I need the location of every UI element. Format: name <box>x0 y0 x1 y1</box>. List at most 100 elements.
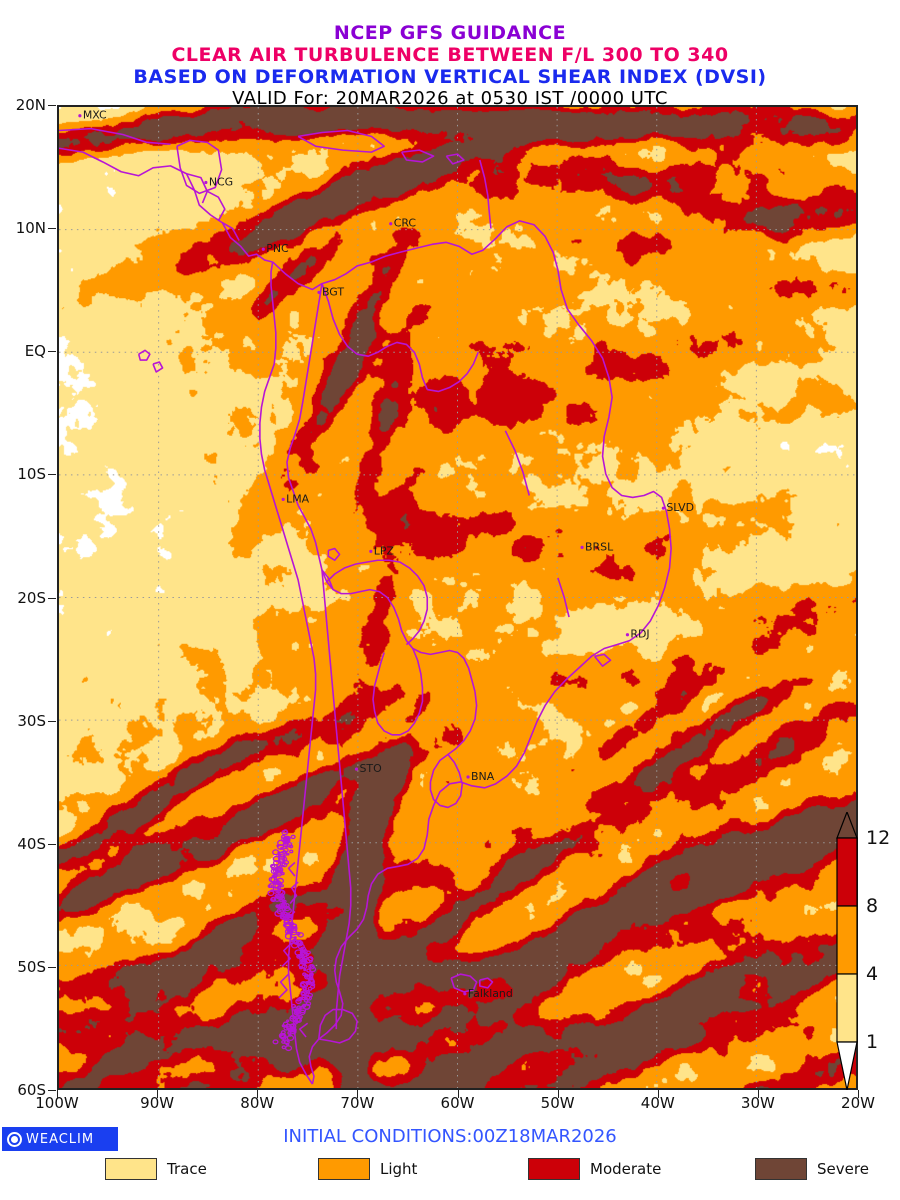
legend-swatch <box>755 1158 807 1180</box>
title-line-source: NCEP GFS GUIDANCE <box>333 22 567 44</box>
city-label: CRC <box>394 217 417 230</box>
map-boundary <box>272 220 672 1085</box>
city-label: BRSL <box>585 540 614 553</box>
city-marker-dot <box>661 506 665 510</box>
y-tick-label: EQ <box>24 342 46 361</box>
city-marker-dot <box>369 549 373 553</box>
weaclim-label: WEACLIM <box>26 1131 95 1147</box>
city-label: LPZ <box>374 544 394 557</box>
map-boundary <box>176 139 223 195</box>
map-boundary <box>429 753 464 809</box>
title-line-valid-time: VALID For: 20MAR2026 at 0530 IST /0000 U… <box>232 88 668 109</box>
city-label: BGT <box>322 285 344 298</box>
x-tick-mark <box>57 1090 58 1098</box>
colorbar-tick-label: 1 <box>866 1031 879 1053</box>
map-boundary <box>429 691 478 783</box>
map-boundary <box>504 430 531 496</box>
y-tick-mark <box>48 597 56 599</box>
map-boundary <box>318 1008 358 1044</box>
y-tick-mark <box>48 720 56 722</box>
city-marker-dot <box>580 545 584 549</box>
x-tick-label: 70W <box>340 1094 375 1112</box>
x-tick-mark <box>457 1090 459 1098</box>
city-marker-dot <box>78 114 82 118</box>
city-marker-dot <box>317 290 321 294</box>
x-tick-label: 30W <box>740 1094 775 1112</box>
x-tick-mark <box>757 1090 759 1098</box>
map-boundary <box>593 653 612 667</box>
initial-conditions-text: INITIAL CONDITIONS:00Z18MAR2026 <box>283 1126 617 1147</box>
map-boundary <box>186 172 209 204</box>
map-boundary <box>278 973 290 999</box>
legend-swatch <box>528 1158 580 1180</box>
map-boundary <box>427 351 479 393</box>
x-tick-mark <box>257 1090 259 1098</box>
y-tick-label: 20S <box>17 588 46 607</box>
map-boundary <box>372 648 424 736</box>
y-tick-mark <box>48 1090 56 1091</box>
map-plot-area[interactable]: MXC NCG CRC PNC BGT LMA SLVD BRSL LPZ RDJ STO BNA Fa… <box>57 105 858 1090</box>
x-tick-mark <box>858 1090 859 1098</box>
city-label: RDJ <box>630 628 649 641</box>
colorbar-tick-label: 8 <box>866 895 879 917</box>
city-marker-dot <box>625 633 630 637</box>
city-label: STO <box>359 762 381 775</box>
city-label: Falkland <box>468 987 513 1000</box>
map-boundary <box>327 547 341 562</box>
map-boundary <box>400 149 435 163</box>
title-line-product: CLEAR AIR TURBULENCE BETWEEN F/L 300 TO … <box>171 44 729 66</box>
city-marker-dot <box>389 222 393 226</box>
title-block: NCEP GFS GUIDANCE CLEAR AIR TURBULENCE B… <box>0 0 900 109</box>
x-tick-mark <box>657 1090 659 1098</box>
map-boundary <box>298 1022 309 1038</box>
city-labels-group: MXC NCG CRC PNC BGT LMA SLVD BRSL LPZ RDJ STO BNA Fa… <box>78 109 694 1000</box>
x-tick-label: 90W <box>140 1094 175 1112</box>
map-boundary <box>450 973 478 993</box>
map-boundary <box>289 881 299 905</box>
legend-item: Moderate <box>528 1158 661 1180</box>
legend-item: Severe <box>755 1158 869 1180</box>
map-boundary <box>557 577 570 618</box>
weaclim-logo[interactable]: WEACLIM <box>2 1127 118 1151</box>
x-tick-label: 100W <box>35 1094 79 1112</box>
map-boundary <box>321 569 334 590</box>
map-boundary <box>206 190 226 222</box>
map-boundary <box>445 153 465 165</box>
city-marker-dot <box>463 992 467 996</box>
map-boundary <box>221 222 240 241</box>
map-boundary <box>297 129 385 153</box>
legend-swatch <box>318 1158 370 1180</box>
y-tick-label: 10S <box>17 465 46 484</box>
y-tick-label: 10N <box>15 219 46 238</box>
map-boundary <box>59 127 171 146</box>
weaclim-circle-icon <box>7 1131 22 1147</box>
city-label: LMA <box>286 492 310 505</box>
map-boundary <box>152 361 164 373</box>
map-boundary <box>478 977 494 989</box>
map-boundary <box>281 942 293 967</box>
legend-swatch <box>105 1158 157 1180</box>
map-boundary <box>326 559 429 646</box>
x-tick-mark <box>157 1090 159 1098</box>
legend-label: Moderate <box>590 1160 662 1178</box>
severity-legend: Trace Light Moderate Severe <box>0 1158 900 1184</box>
x-tick-label: 50W <box>540 1094 575 1112</box>
map-boundary <box>286 283 323 506</box>
city-label: MXC <box>83 109 107 122</box>
colorbar-tick-label: 4 <box>866 963 879 985</box>
x-tick-label: 40W <box>640 1094 675 1112</box>
y-tick-mark <box>48 966 56 968</box>
lat-lon-grid <box>59 107 856 1088</box>
y-tick-mark <box>48 351 56 353</box>
city-label: PNC <box>266 242 289 255</box>
map-boundary <box>479 159 492 229</box>
y-tick-mark <box>48 843 56 845</box>
city-marker-dot <box>281 497 285 501</box>
city-marker-dot <box>261 247 265 251</box>
chile-archipelago <box>267 829 317 1052</box>
map-boundary <box>297 504 476 692</box>
y-tick-mark <box>48 474 56 476</box>
city-marker-dot <box>466 775 470 779</box>
city-label: SLVD <box>666 501 694 514</box>
map-boundary <box>137 349 151 361</box>
